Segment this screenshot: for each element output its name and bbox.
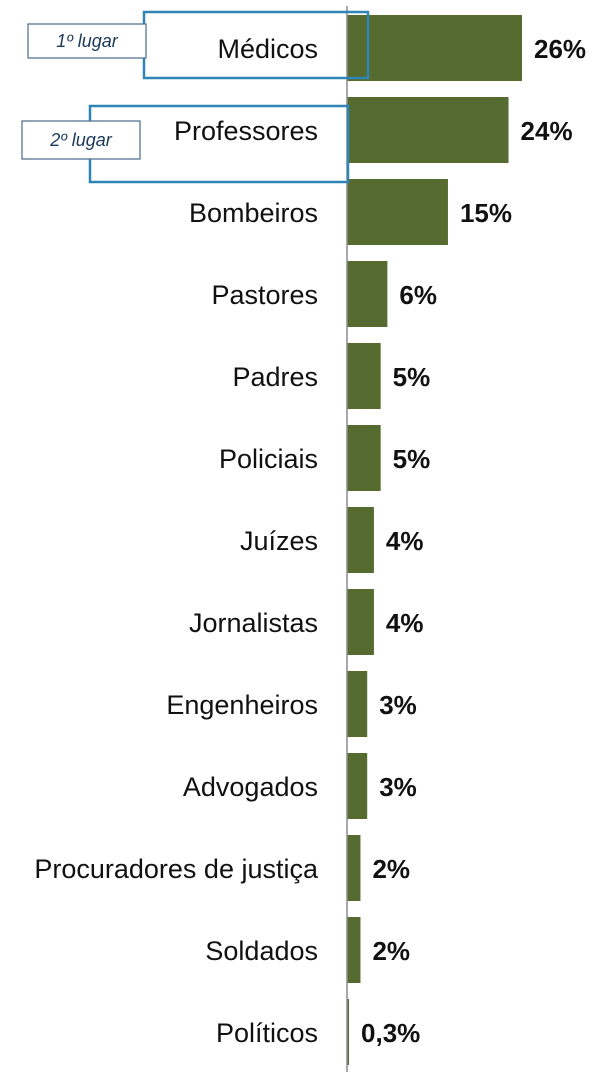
annotation-tag [21,120,141,160]
value-label: 26% [534,34,586,64]
category-label: Padres [232,362,318,392]
bar [347,179,448,245]
bar [347,999,350,1065]
value-label: 2% [372,854,410,884]
value-label: 24% [521,116,573,146]
category-label: Jornalistas [189,608,318,638]
bar [347,425,381,491]
category-label: Procuradores de justiça [34,854,319,884]
bar [347,671,368,737]
bar [347,835,361,901]
category-label: Pastores [211,280,318,310]
bar [347,15,522,81]
value-label: 5% [393,444,431,474]
value-label: 2% [372,936,410,966]
category-label: Advogados [183,772,318,802]
category-label: Professores [174,116,318,146]
value-label: 4% [386,608,424,638]
annotation-label: 1º lugar [56,31,119,51]
category-label: Médicos [217,34,318,64]
annotation-label: 2º lugar [49,130,113,150]
bar [347,507,374,573]
bar [347,917,361,983]
category-label: Engenheiros [166,690,318,720]
category-label: Soldados [205,936,318,966]
value-label: 5% [393,362,431,392]
category-label: Bombeiros [189,198,318,228]
bar [347,753,368,819]
bar [347,589,374,655]
annotation-tag [27,23,147,59]
category-label: Políticos [216,1018,318,1048]
value-label: 6% [399,280,437,310]
category-label: Juízes [240,526,318,556]
bars-group [347,15,522,1065]
category-label: Policiais [219,444,318,474]
value-label: 0,3% [361,1018,420,1048]
bar [347,343,381,409]
value-label: 15% [460,198,512,228]
value-label: 3% [379,690,417,720]
bar [347,261,388,327]
value-label: 3% [379,772,417,802]
labels-group: Médicos 26% Professores 24% Bombeiros 15% Past… [34,34,586,1048]
value-label: 4% [386,526,424,556]
bar [347,97,509,163]
annotations-group: 1º lugar 2º lugar [21,10,370,184]
